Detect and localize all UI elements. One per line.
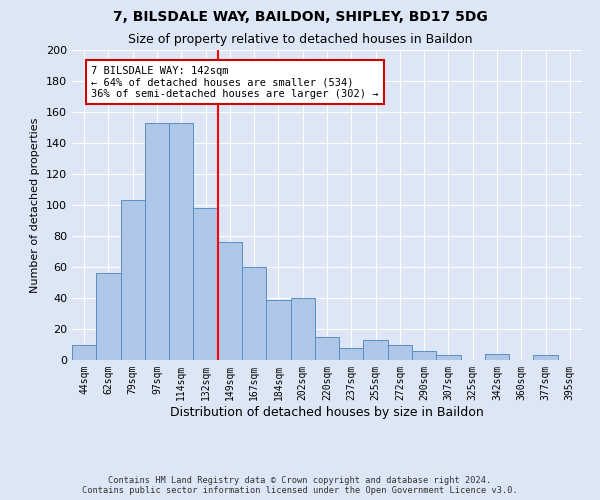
Text: 7 BILSDALE WAY: 142sqm
← 64% of detached houses are smaller (534)
36% of semi-de: 7 BILSDALE WAY: 142sqm ← 64% of detached… <box>91 66 379 98</box>
Bar <box>266 300 290 360</box>
Bar <box>436 356 461 360</box>
Bar <box>412 350 436 360</box>
Bar <box>388 344 412 360</box>
Text: Contains HM Land Registry data © Crown copyright and database right 2024.
Contai: Contains HM Land Registry data © Crown c… <box>82 476 518 495</box>
Bar <box>72 344 96 360</box>
Bar <box>193 208 218 360</box>
Bar <box>242 267 266 360</box>
Bar <box>290 298 315 360</box>
Bar <box>364 340 388 360</box>
Bar <box>218 242 242 360</box>
Bar <box>96 273 121 360</box>
Text: Size of property relative to detached houses in Baildon: Size of property relative to detached ho… <box>128 32 472 46</box>
Bar <box>533 356 558 360</box>
Bar <box>145 123 169 360</box>
Bar <box>121 200 145 360</box>
Text: 7, BILSDALE WAY, BAILDON, SHIPLEY, BD17 5DG: 7, BILSDALE WAY, BAILDON, SHIPLEY, BD17 … <box>113 10 487 24</box>
Bar <box>339 348 364 360</box>
Y-axis label: Number of detached properties: Number of detached properties <box>31 118 40 292</box>
Bar <box>485 354 509 360</box>
Bar <box>315 337 339 360</box>
X-axis label: Distribution of detached houses by size in Baildon: Distribution of detached houses by size … <box>170 406 484 418</box>
Bar <box>169 123 193 360</box>
